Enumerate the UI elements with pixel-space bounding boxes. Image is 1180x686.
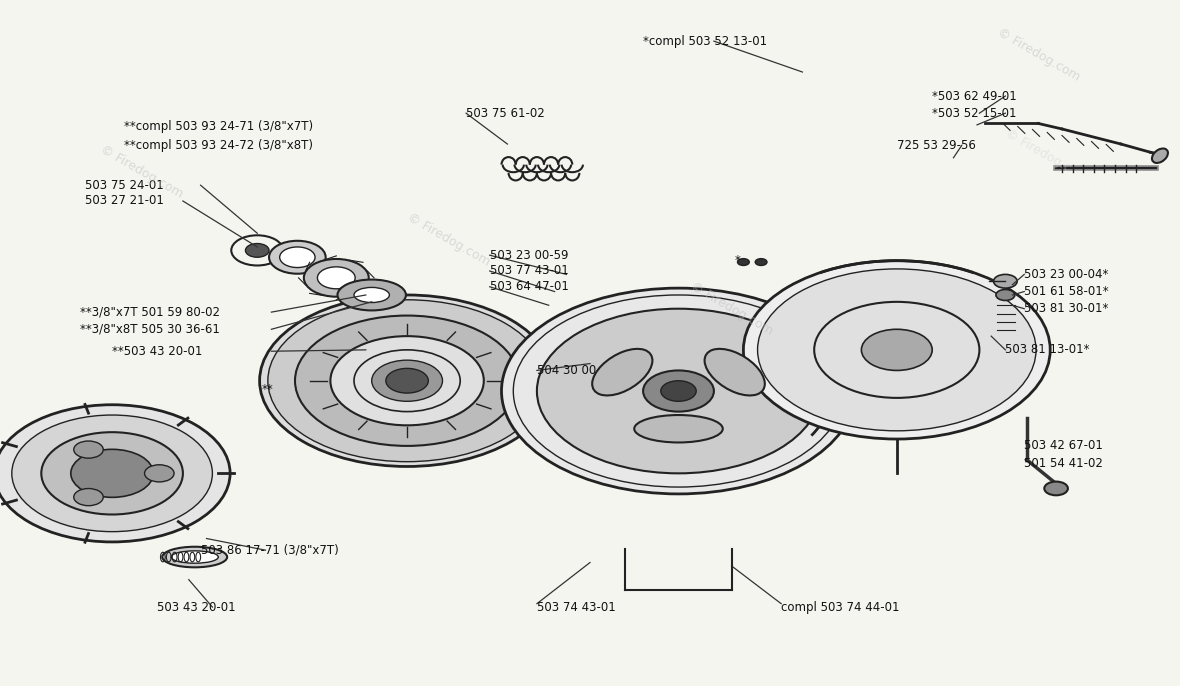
Circle shape — [755, 259, 767, 265]
Ellipse shape — [354, 287, 389, 303]
Ellipse shape — [592, 349, 653, 395]
Ellipse shape — [635, 415, 722, 442]
Ellipse shape — [704, 349, 765, 395]
Ellipse shape — [145, 465, 175, 482]
Circle shape — [537, 309, 820, 473]
Text: **compl 503 93 24-72 (3/8"x8T): **compl 503 93 24-72 (3/8"x8T) — [124, 139, 313, 152]
Text: © Firedog.com: © Firedog.com — [995, 26, 1082, 84]
Text: 503 43 20-01: 503 43 20-01 — [157, 601, 236, 613]
Ellipse shape — [280, 247, 315, 268]
Circle shape — [861, 329, 932, 370]
Text: 501 61 58-01*: 501 61 58-01* — [1024, 285, 1109, 298]
Circle shape — [245, 244, 269, 257]
Circle shape — [502, 288, 856, 494]
Text: 503 74 43-01: 503 74 43-01 — [537, 601, 616, 613]
Text: **3/8"x7T 501 59 80-02: **3/8"x7T 501 59 80-02 — [80, 306, 221, 318]
Circle shape — [372, 360, 442, 401]
Circle shape — [295, 316, 519, 446]
Text: 503 81 30-01*: 503 81 30-01* — [1024, 303, 1109, 315]
Text: **3/8"x8T 505 30 36-61: **3/8"x8T 505 30 36-61 — [80, 323, 221, 335]
Ellipse shape — [162, 547, 228, 567]
Circle shape — [661, 381, 696, 401]
Ellipse shape — [337, 280, 406, 310]
Text: 503 64 47-01: 503 64 47-01 — [490, 281, 569, 293]
Ellipse shape — [303, 259, 368, 297]
Text: 504 30 00-26: 504 30 00-26 — [537, 364, 616, 377]
Text: © Firedog.com: © Firedog.com — [688, 280, 775, 338]
Text: **503 43 20-01: **503 43 20-01 — [112, 345, 203, 357]
Text: © Firedog.com: © Firedog.com — [98, 143, 185, 200]
Circle shape — [12, 415, 212, 532]
Ellipse shape — [171, 551, 218, 563]
Text: *: * — [735, 255, 741, 267]
Text: 503 75 61-02: 503 75 61-02 — [466, 107, 545, 119]
Text: **compl 503 93 24-71 (3/8"x7T): **compl 503 93 24-71 (3/8"x7T) — [124, 121, 313, 133]
Ellipse shape — [74, 441, 104, 458]
Circle shape — [758, 269, 1036, 431]
Text: *503 62 49-01: *503 62 49-01 — [932, 90, 1017, 102]
Circle shape — [743, 261, 1050, 439]
Circle shape — [643, 370, 714, 412]
Circle shape — [330, 336, 484, 425]
Circle shape — [1044, 482, 1068, 495]
Text: © Firedog.com: © Firedog.com — [405, 211, 492, 269]
Text: 503 75 24-01: 503 75 24-01 — [85, 179, 164, 191]
Text: compl 503 74 44-01: compl 503 74 44-01 — [781, 601, 899, 613]
Text: *compl 503 52 13-01: *compl 503 52 13-01 — [643, 35, 767, 47]
Text: *503 52 15-01: *503 52 15-01 — [932, 107, 1017, 119]
Text: 503 42 67-01: 503 42 67-01 — [1024, 440, 1103, 452]
Circle shape — [0, 405, 230, 542]
Ellipse shape — [317, 267, 355, 289]
Text: 503 23 00-04*: 503 23 00-04* — [1024, 268, 1109, 281]
Text: 503 86 17-71 (3/8"x7T): 503 86 17-71 (3/8"x7T) — [201, 544, 339, 556]
Ellipse shape — [269, 241, 326, 274]
Text: 503 23 00-59: 503 23 00-59 — [490, 249, 569, 261]
Text: 503 81 13-01*: 503 81 13-01* — [1005, 344, 1090, 356]
Circle shape — [996, 289, 1015, 300]
Text: 503 27 21-01: 503 27 21-01 — [85, 195, 164, 207]
Text: 501 54 41-02: 501 54 41-02 — [1024, 457, 1103, 469]
Circle shape — [41, 432, 183, 514]
Circle shape — [994, 274, 1017, 288]
Ellipse shape — [73, 488, 103, 506]
Circle shape — [71, 449, 153, 497]
Text: 725 53 29-56: 725 53 29-56 — [897, 139, 976, 152]
Circle shape — [386, 368, 428, 393]
Circle shape — [260, 295, 555, 466]
Circle shape — [268, 300, 546, 462]
Circle shape — [738, 259, 749, 265]
Text: © Firedog.c: © Firedog.c — [1003, 127, 1074, 175]
Ellipse shape — [1152, 148, 1168, 163]
Text: **: ** — [262, 383, 274, 396]
Text: 503 77 43-01: 503 77 43-01 — [490, 265, 569, 277]
